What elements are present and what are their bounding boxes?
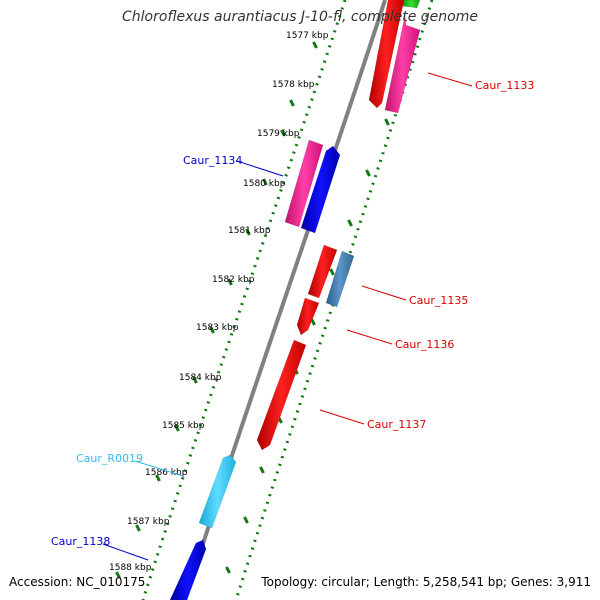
leader-line-caur-1134 <box>237 161 283 176</box>
strand-tick <box>291 100 294 106</box>
strand-tick <box>367 170 370 176</box>
gene-label-caur-1133[interactable]: Caur_1133 <box>475 79 534 92</box>
strand-tick <box>261 467 264 473</box>
gene-arrow-caur-1136 <box>297 298 319 335</box>
genome-title: Chloroflexus aurantiacus J-10-fl, comple… <box>0 9 600 25</box>
scale-label: 1586 kbp <box>145 468 188 478</box>
scale-label: 1580 kbp <box>243 179 286 189</box>
gene-arrow-green-top <box>402 0 420 8</box>
scale-label: 1577 kbp <box>286 31 329 41</box>
topology-summary: Topology: circular; Length: 5,258,541 bp… <box>261 575 591 589</box>
scale-label: 1583 kbp <box>196 323 239 333</box>
strand-tick <box>331 269 334 275</box>
leader-line-caur-1133 <box>428 73 472 86</box>
gene-arrow-caur-r0019 <box>199 455 236 528</box>
scale-label: 1578 kbp <box>272 80 315 90</box>
leader-line-caur-1135 <box>362 286 406 300</box>
scale-label: 1585 kbp <box>162 421 205 431</box>
strand-tick <box>349 220 352 226</box>
strand-tick <box>314 42 317 48</box>
scale-label: 1587 kbp <box>127 517 170 527</box>
genome-map-canvas: 1577 kbp 1578 kbp 1579 kbp 1580 kbp 1581 kbp… <box>0 0 600 600</box>
gene-features <box>170 0 420 600</box>
leader-line-caur-1137 <box>320 410 364 424</box>
gene-label-caur-r0019[interactable]: Caur_R0019 <box>76 452 143 465</box>
strand-tick <box>386 119 389 125</box>
scale-label: 1579 kbp <box>257 129 300 139</box>
gene-label-caur-1135[interactable]: Caur_1135 <box>409 294 468 307</box>
gene-arrow-caur-1138 <box>170 540 206 600</box>
scale-label: 1581 kbp <box>228 226 271 236</box>
leader-line-caur-1136 <box>347 330 392 344</box>
strand-tick <box>245 517 248 523</box>
genome-map: 1577 kbp 1578 kbp 1579 kbp 1580 kbp 1581 kbp… <box>0 0 600 600</box>
scale-label: 1584 kbp <box>179 373 222 383</box>
gene-label-caur-1138[interactable]: Caur_1138 <box>51 535 110 548</box>
gene-label-caur-1136[interactable]: Caur_1136 <box>395 338 454 351</box>
gene-label-caur-1134[interactable]: Caur_1134 <box>183 154 242 167</box>
scale-label: 1582 kbp <box>212 275 255 285</box>
accession-label: Accession: NC_010175 <box>9 575 145 589</box>
scale-label: 1588 kbp <box>109 563 152 573</box>
strand-tick <box>227 567 230 573</box>
gene-labels: Caur_1133 Caur_1134 Caur_1135 Caur_1136 Caur… <box>51 73 534 560</box>
strand-guide-left <box>143 0 345 600</box>
gene-label-caur-1137[interactable]: Caur_1137 <box>367 418 426 431</box>
